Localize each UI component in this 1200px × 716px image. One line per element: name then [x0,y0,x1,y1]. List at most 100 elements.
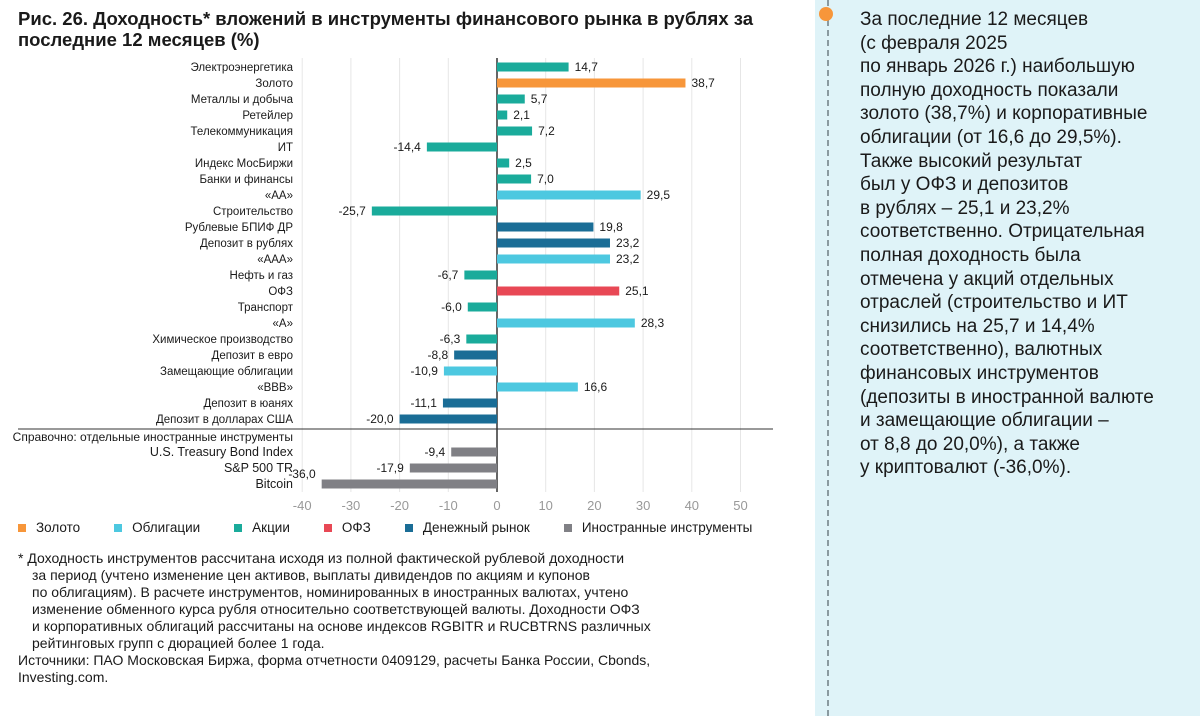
category-label: Замещающие облигации [160,366,293,378]
data-label: -17,9 [376,461,404,475]
sidebar-text-line: отраслей (строительство и ИТ [860,292,1128,314]
x-tick-label: -30 [342,498,361,513]
sidebar-text: За последние 12 месяцев (с февраля 2025 по… [860,8,1190,480]
x-tick-label: 50 [733,498,747,513]
bar-stocks [497,110,508,120]
data-label: -36,0 [288,467,316,481]
legend-swatch [404,523,413,532]
x-tick-label: 10 [538,498,552,513]
data-label: 2,1 [513,108,530,122]
category-label: Депозит в юанях [204,398,294,410]
bar-stocks [497,174,532,184]
data-label: -25,7 [338,204,366,218]
legend-item-money: Денежный рынок [404,520,530,535]
legend-swatch [234,523,243,532]
data-label: 7,2 [538,124,555,138]
bar-ofz [497,286,620,296]
x-tick-label: 40 [685,498,699,513]
data-label: -14,4 [394,140,422,154]
category-label: Банки и финансы [199,174,293,186]
bar-stocks [466,334,497,344]
category-label: Депозит в евро [212,350,293,362]
data-label: 25,1 [625,284,649,298]
sidebar-text-line: отмечена у акций отдельных [860,268,1114,290]
x-tick-label: 0 [493,498,500,513]
sidebar-text-line: у криптовалют (-36,0%). [860,457,1072,479]
data-label: -6,0 [441,300,462,314]
footnote-line: * Доходность инструментов рассчитана исх… [18,550,625,566]
bar-foreign [451,447,497,457]
legend-label: Иностранные инструменты [581,520,753,535]
category-label: «BBB» [257,382,293,394]
legend-item-bonds: Облигации [114,520,200,535]
category-label: Депозит в долларах США [156,414,293,426]
data-label: -10,9 [411,364,439,378]
sidebar-text-line: золото (38,7%) и корпоративные [860,103,1148,125]
bar-bonds [497,382,578,392]
sidebar-text-line: (с февраля 2025 [860,32,1008,54]
bar-stocks [497,126,533,136]
footnote-line: изменение обменного курса рубля относите… [32,601,640,617]
category-label: «АА» [265,190,293,202]
bar-stocks [464,270,497,280]
category-label: Электроэнергетика [190,62,293,74]
sidebar-text-line: Также высокий результат [860,150,1083,172]
bar-stocks [497,94,525,104]
bar-bonds [497,190,641,200]
category-label: Депозит в рублях [200,238,293,250]
bar-stocks [497,158,510,168]
bar-gold [497,78,686,88]
legend-swatch [114,523,123,532]
sidebar-text-line: в рублях – 25,1 и 23,2% [860,197,1070,219]
dashed-divider [827,0,829,716]
data-label: 14,7 [575,60,599,74]
category-label: Химическое производство [152,334,293,346]
legend-item-stocks: Акции [234,520,290,535]
category-label: Нефть и газ [230,270,293,282]
data-label: -6,7 [438,268,459,282]
bar-money [454,350,497,360]
data-label: 28,3 [641,316,665,330]
legend-label: Денежный рынок [422,520,530,535]
footnote-line: рейтинговых групп с дюрацией более 1 год… [32,635,325,651]
legend-swatch [18,523,26,532]
bar-foreign [321,479,497,489]
footnote-line: за период (учтено изменение цен активов,… [32,567,590,583]
bar-stocks [371,206,497,216]
data-label: 23,2 [616,252,640,266]
bar-money [497,222,594,232]
footnote-line: по облигациям). В расчете инструментов, … [32,584,629,600]
data-label: 7,0 [537,172,554,186]
category-label: «ААА» [257,254,293,266]
category-label: ОФЗ [268,286,293,298]
sidebar-text-line: финансовых инструментов [860,362,1099,384]
data-label: 2,5 [515,156,532,170]
category-label: Индекс МосБиржи [195,158,293,170]
legend-label: Облигации [132,520,201,535]
bar-money [399,414,497,424]
bar-foreign [409,463,497,473]
bar-stocks [467,302,497,312]
footnotes: * Доходность инструментов рассчитана исх… [18,550,778,686]
category-label: Bitcoin [255,477,293,491]
legend-swatch [323,523,332,532]
category-label: ИТ [278,142,293,154]
sidebar-text-line: полная доходность была [860,244,1081,266]
sidebar-text-line: был у ОФЗ и депозитов [860,174,1069,196]
data-label: 38,7 [691,76,715,90]
bar-stocks [426,142,497,152]
sidebar-text-line: полную доходность показали [860,79,1119,101]
legend-label: Золото [36,520,81,535]
sidebar-text-line: облигации (от 16,6 до 29,5%). [860,126,1122,148]
category-label: Ретейлер [242,110,293,122]
legend-item-gold: Золото [18,520,80,535]
category-label: «А» [273,318,293,330]
x-tick-label: -10 [439,498,458,513]
category-label: Строительство [213,206,293,218]
sidebar-text-line: соответственно), валютных [860,339,1103,361]
sources-line: Источники: ПАО Московская Биржа, форма о… [18,652,651,668]
data-label: -8,8 [427,348,448,362]
data-label: 5,7 [531,92,548,106]
data-label: -6,3 [440,332,461,346]
legend-item-ofz: ОФЗ [323,520,371,535]
